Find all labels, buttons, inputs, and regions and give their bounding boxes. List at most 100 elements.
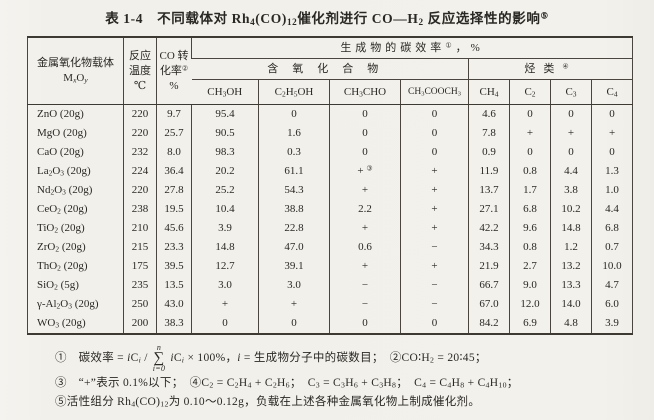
table-cell: 38.8 [258, 200, 330, 219]
table-cell: 47.0 [258, 238, 330, 257]
footnote-3: ⑤活性组分 Rh4(CO)12为 0.10～0.12g，负载在上述各种金属氧化物… [55, 396, 481, 409]
table-cell: 84.2 [468, 314, 510, 334]
table-cell: 1.3 [590, 162, 633, 181]
table-cell: 4.7 [590, 276, 633, 295]
table-cell: + [550, 124, 592, 143]
header-col-c3: C3 [550, 79, 592, 105]
table-cell: 175 [123, 257, 157, 276]
table-cell: 6.8 [509, 200, 551, 219]
table-cell: + [400, 219, 469, 238]
table-cell: 4.4 [550, 162, 592, 181]
table-cell: 6.8 [590, 219, 633, 238]
table-cell: 6.9 [509, 314, 551, 334]
table-body: ZnO (20g) 220 9.7 95.4 0 0 0 4.6 0 0 0 MgO (20g) 220… [28, 104, 633, 334]
table-row: TiO2 (20g) 210 45.6 3.9 22.8 + +42.2 9.6 14.8 6.8 [28, 219, 633, 238]
table-cell: + [509, 124, 551, 143]
oxide-label: SiO2 (5g) [37, 279, 79, 292]
table-cell: 67.0 [468, 295, 510, 314]
table-cell: 0 [550, 143, 592, 162]
table-cell: 34.3 [468, 238, 510, 257]
table-cell: 45.6 [156, 219, 192, 238]
table-cell: 1.2 [550, 238, 592, 257]
table-cell: 27.1 [468, 200, 510, 219]
oxide-label: ZnO (20g) [37, 108, 84, 120]
summation-symbol: n ∑ i=0 [152, 342, 166, 374]
table-cell: + ③ [329, 162, 401, 181]
table-cell: 39.5 [156, 257, 192, 276]
table-cell: + [400, 200, 469, 219]
table-cell: 19.5 [156, 200, 192, 219]
oxide-label: WO3 (20g) [37, 317, 86, 330]
table-cell: 238 [123, 200, 157, 219]
table-cell: 13.2 [550, 257, 592, 276]
table-cell: + [400, 162, 469, 181]
table-cell: + [400, 181, 469, 200]
table-cell: − [329, 295, 401, 314]
table-cell: 232 [123, 143, 157, 162]
table-row: CeO2 (20g) 238 19.5 10.4 38.8 2.2 +27.1 6.8 10.2… [28, 200, 633, 219]
table-cell: 61.1 [258, 162, 330, 181]
header-oxygenates-group: 含氧化合物 [191, 58, 469, 80]
table-cell: 7.8 [468, 124, 510, 143]
table-cell: 12.7 [191, 257, 259, 276]
table-cell: 210 [123, 219, 157, 238]
table-cell: 3.9 [590, 314, 633, 334]
sigma-glyph: ∑ [153, 349, 165, 366]
table-cell: 10.4 [191, 200, 259, 219]
table-cell: 1.6 [258, 124, 330, 143]
table-cell: 2.7 [509, 257, 551, 276]
header-col-ethanol: C2H5OH [258, 79, 330, 105]
table-row: SiO2 (5g) 235 13.5 3.0 3.0− −66.7 9.0 13.3 4.7 [28, 276, 633, 295]
table-cell: 220 [123, 181, 157, 200]
header-col-methane: CH4 [468, 79, 510, 105]
summation-lower-limit: i=0 [152, 364, 166, 374]
table-cell: 4.4 [590, 200, 633, 219]
header-col-methyl-acetate: CH3COOCH3 [400, 79, 469, 105]
table-cell: 0.6 [329, 238, 401, 257]
table-cell: 9.0 [509, 276, 551, 295]
table-cell: 14.8 [191, 238, 259, 257]
table-row: γ-Al2O3 (20g) 250 43.0 + + − −67.0 12.0 14.0 6.0 [28, 295, 633, 314]
oxide-label: CaO (20g) [37, 146, 84, 158]
summation-upper-limit: n [156, 342, 162, 352]
table-row: Nd2O3 (20g) 220 27.8 25.2 54.3 + +13.7 1.7 3.8 1.… [28, 181, 633, 200]
footnote-2: ③ “+”表示 0.1%以下； ④C2 = C2H4 + C2H6； C3 = … [55, 377, 519, 390]
table-cell: 10.2 [550, 200, 592, 219]
table-cell: − [400, 238, 469, 257]
table-cell: 0.8 [509, 238, 551, 257]
oxide-label: MgO (20g) [37, 127, 87, 139]
footnote-1-pre: ① 碳效率 = iCi / [55, 352, 148, 365]
table-cell: 13.5 [156, 276, 192, 295]
footnote-1-post: iCi × 100%，i = 生成物分子中的碳数目； ②CO∶H2 = 20∶4… [170, 352, 487, 365]
header-carbon-efficiency-group: 生成物的碳效率①，% [190, 37, 633, 59]
table-cell: 14.0 [550, 295, 592, 314]
table-cell: 0 [400, 314, 469, 334]
header-col-acetaldehyde: CH3CHO [329, 79, 401, 105]
table-cell: 0 [329, 143, 401, 162]
table-cell: − [400, 295, 469, 314]
table-cell: 0 [509, 143, 551, 162]
table-cell: 23.3 [156, 238, 192, 257]
header-hydrocarbons-group: 烃类④ [467, 58, 633, 80]
table-row: WO3 (20g) 200 38.3 0 0 0 0 84.2 6.9 4.8 3.9 [28, 314, 633, 334]
table-cell: 250 [123, 295, 157, 314]
table-cell: 11.9 [468, 162, 510, 181]
table-cell: 36.4 [156, 162, 192, 181]
table-cell: 27.8 [156, 181, 192, 200]
table-cell: 54.3 [258, 181, 330, 200]
table-cell: 13.7 [468, 181, 510, 200]
header-temperature: 反应 温度 ℃ [123, 37, 157, 105]
table-cell: 0 [400, 104, 469, 124]
table-cell: 220 [123, 124, 157, 143]
table-cell: 13.3 [550, 276, 592, 295]
table-row: ThO2 (20g) 175 39.5 12.7 39.1 + +21.9 2.7 13.2 10… [28, 257, 633, 276]
table-cell: 0 [590, 104, 633, 124]
oxide-label: γ-Al2O3 (20g) [37, 298, 99, 311]
table-cell: 39.1 [258, 257, 330, 276]
header-col-c4: C4 [590, 79, 633, 105]
table-cell: 38.3 [156, 314, 192, 334]
header-oxide: 金属氧化物载体 MxOy [27, 37, 124, 105]
table-cell: + [191, 295, 259, 314]
table-cell: 3.0 [191, 276, 259, 295]
table-cell: 0 [258, 314, 330, 334]
